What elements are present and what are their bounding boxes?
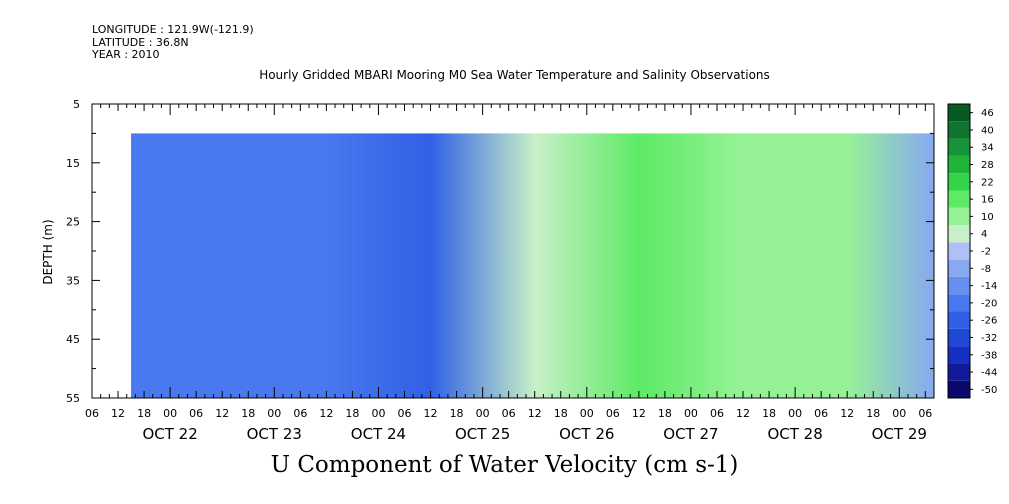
colorbar-label: -38 (981, 350, 997, 361)
x-hour-label: 18 (241, 407, 255, 420)
x-hour-label: 12 (111, 407, 125, 420)
colorbar-swatch (948, 311, 970, 329)
colorbar-swatch (948, 104, 970, 122)
colorbar-label: -8 (981, 264, 991, 275)
x-day-label: OCT 26 (559, 425, 614, 443)
x-day-label: OCT 29 (872, 425, 927, 443)
x-hour-label: 18 (554, 407, 568, 420)
x-hour-label: 06 (85, 407, 99, 420)
colorbar-label: -2 (981, 247, 991, 258)
x-hour-label: 00 (267, 407, 281, 420)
x-day-label: OCT 25 (455, 425, 510, 443)
x-hour-label: 18 (137, 407, 151, 420)
colorbar-label: -44 (981, 368, 997, 379)
colorbar-label: -26 (981, 316, 997, 327)
x-hour-label: 06 (814, 407, 828, 420)
x-hour-label: 00 (163, 407, 177, 420)
variable-title: U Component of Water Velocity (cm s-1) (270, 452, 739, 478)
velocity-field (131, 133, 934, 398)
x-day-label: OCT 28 (767, 425, 822, 443)
colorbar-swatch (948, 346, 970, 364)
x-hour-label: 00 (684, 407, 698, 420)
x-day-label: OCT 24 (351, 425, 406, 443)
x-hour-label: 18 (658, 407, 672, 420)
colorbar-swatch (948, 207, 970, 226)
chart-title: Hourly Gridded MBARI Mooring M0 Sea Wate… (259, 68, 770, 82)
colorbar-swatch (948, 242, 970, 260)
longitude-label: LONGITUDE : 121.9W(-121.9) (92, 23, 254, 36)
x-hour-label: 00 (371, 407, 385, 420)
x-hour-label: 18 (450, 407, 464, 420)
y-axis-label: DEPTH (m) (41, 219, 55, 284)
x-hour-label: 18 (762, 407, 776, 420)
x-hour-label: 00 (892, 407, 906, 420)
colorbar-swatch (948, 225, 970, 243)
x-hour-label: 00 (476, 407, 490, 420)
x-hour-label: 00 (788, 407, 802, 420)
latitude-label: LATITUDE : 36.8N (92, 35, 189, 49)
location-info: LONGITUDE : 121.9W(-121.9) LATITUDE : 36… (92, 23, 254, 62)
x-hour-label: 18 (866, 407, 880, 420)
x-hour-label: 18 (345, 407, 359, 420)
x-hour-label: 06 (606, 407, 620, 420)
colorbar-swatch (948, 138, 970, 156)
x-hour-label: 06 (293, 407, 307, 420)
x-hour-label: 12 (528, 407, 542, 420)
x-day-label: OCT 27 (663, 425, 718, 443)
colorbar-label: 10 (981, 212, 994, 223)
x-hour-label: 06 (710, 407, 724, 420)
x-hour-label: 12 (424, 407, 438, 420)
colorbar-label: -20 (981, 298, 997, 309)
colorbar-swatch (948, 380, 970, 398)
x-hour-label: 12 (736, 407, 750, 420)
x-hour-label: 06 (397, 407, 411, 420)
year-label: YEAR : 2010 (92, 48, 160, 61)
colorbar-swatch (948, 259, 970, 277)
x-hour-label: 06 (502, 407, 516, 420)
y-tick-label: 45 (66, 333, 80, 346)
x-hour-label: 06 (918, 407, 932, 420)
x-hour-label: 12 (319, 407, 333, 420)
colorbar-label: 46 (981, 108, 994, 119)
x-hour-label: 00 (580, 407, 594, 420)
y-tick-label: 15 (66, 157, 80, 170)
x-day-label: OCT 22 (142, 425, 197, 443)
x-hour-label: 12 (840, 407, 854, 420)
colorbar-label: 40 (981, 125, 994, 136)
colorbar-label: -32 (981, 333, 997, 344)
colorbar-label: 4 (981, 229, 987, 240)
y-tick-label: 5 (73, 98, 80, 111)
x-axis: 06 12 18 00 06 12 18 00 06 12 18 00 06 12 18 00 06 12 18 00… (85, 104, 935, 443)
x-day-label: OCT 23 (247, 425, 302, 443)
y-tick-label: 55 (66, 392, 80, 405)
colorbar-swatch (948, 363, 970, 381)
colorbar-label: -50 (981, 385, 997, 396)
colorbar-label: 34 (981, 143, 994, 154)
x-hour-label: 12 (632, 407, 646, 420)
colorbar-swatch (948, 121, 970, 139)
x-hour-label: 06 (189, 407, 203, 420)
colorbar-label: 28 (981, 160, 994, 171)
colorbar-swatch (948, 155, 970, 174)
colorbar-label: 16 (981, 195, 994, 206)
colorbar-label: -14 (981, 281, 997, 292)
x-hour-label: 12 (215, 407, 229, 420)
velocity-field-area (131, 133, 934, 398)
colorbar: -50 -44 -38 -32 -26 -20 -14 -8 -2 4 10 16 22 28 34 40 46 (947, 103, 997, 399)
colorbar-swatch (948, 328, 970, 347)
y-axis: 5 15 25 35 45 55 (66, 98, 934, 405)
y-tick-label: 35 (66, 274, 80, 287)
colorbar-label: 22 (981, 177, 994, 188)
colorbar-swatch (948, 294, 970, 312)
y-tick-label: 25 (66, 216, 80, 229)
colorbar-swatch (948, 190, 970, 208)
colorbar-swatch (948, 276, 970, 295)
colorbar-swatch (948, 173, 970, 191)
